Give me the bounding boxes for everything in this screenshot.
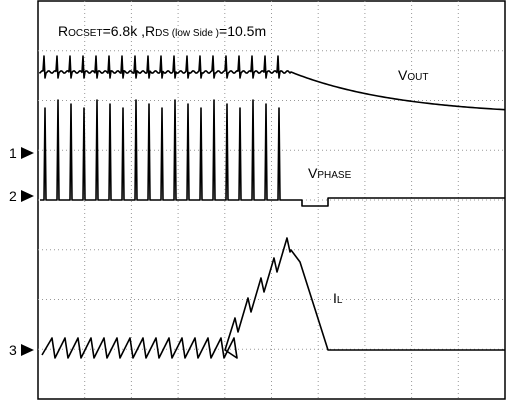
annotation-part: R: [58, 23, 68, 39]
channel-marker: 1: [9, 145, 17, 161]
channel-marker: 3: [9, 342, 17, 358]
trace-label: VPHASE: [308, 165, 352, 181]
channel-arrow: [21, 190, 34, 202]
vphase-trace: [40, 99, 505, 207]
annotation-part: =6.8k ,R: [103, 23, 156, 39]
vout-trace: [39, 55, 506, 111]
annotation: ROCSET=6.8k ,RDS (low Side )=10.5m: [58, 23, 266, 39]
annotation-part: DS (low Side ): [155, 28, 219, 39]
annotation-part: OCSET: [68, 28, 102, 39]
trace-sub: PHASE: [317, 170, 351, 181]
trace-name: V: [308, 165, 318, 181]
trace-name: I: [333, 290, 337, 306]
trace-sub: L: [337, 295, 343, 306]
annotation-part: =10.5m: [219, 23, 266, 39]
channel-arrow: [21, 344, 34, 356]
channel-marker: 2: [9, 188, 17, 204]
il-trace: [41, 237, 505, 359]
trace-sub: OUT: [407, 72, 428, 83]
trace-name: V: [398, 67, 408, 83]
trace-label: VOUT: [398, 67, 428, 83]
trace-label: IL: [333, 290, 343, 306]
channel-arrow: [21, 147, 34, 159]
